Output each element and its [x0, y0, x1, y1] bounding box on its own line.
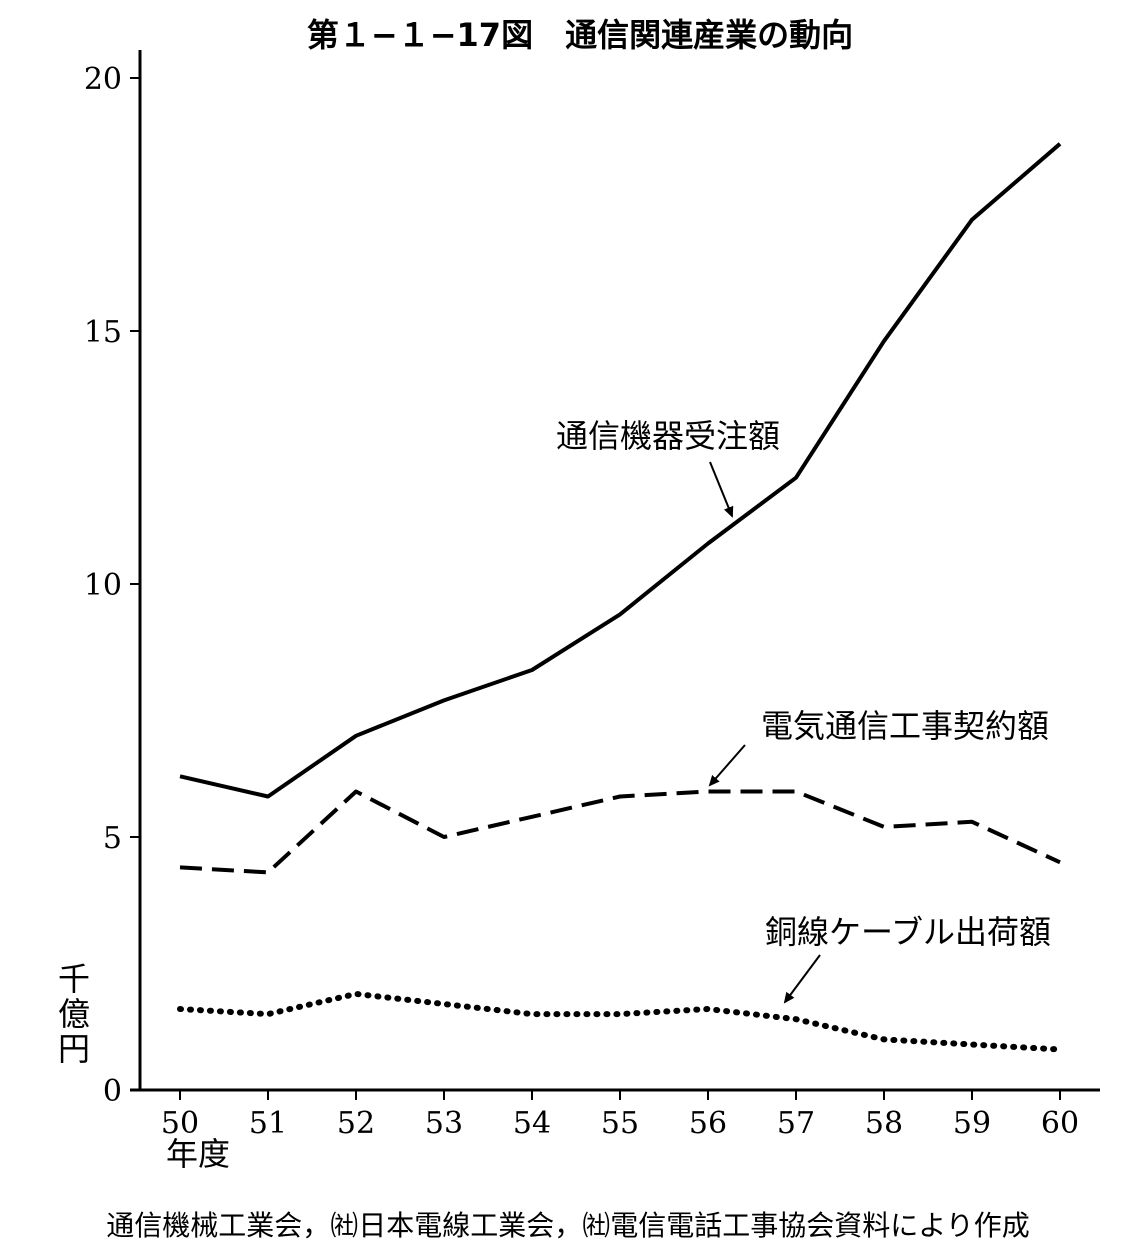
x-tick-label: 58 — [865, 1106, 903, 1141]
y-tick-label: 0 — [103, 1074, 122, 1109]
y-tick-label: 20 — [84, 62, 122, 97]
x-tick-label: 54 — [513, 1106, 551, 1141]
series-arrow-cable-shipments — [783, 954, 821, 1004]
x-tick-label: 60 — [1041, 1106, 1079, 1141]
y-axis-label: 千億円 — [58, 960, 90, 1068]
series-arrow-construction-contracts — [708, 744, 746, 787]
x-tick-label: 52 — [337, 1106, 375, 1141]
series-lines — [177, 142, 1063, 1053]
series-label-construction-contracts: 電気通信工事契約額 — [761, 707, 1049, 745]
x-tick-label: 59 — [953, 1106, 991, 1141]
y-ticks: 0 5 10 15 20 — [84, 62, 140, 1109]
series-arrow-equipment-orders — [709, 461, 734, 518]
series-line-construction-contracts — [179, 789, 1061, 875]
x-tick-label: 53 — [425, 1106, 463, 1141]
x-axis-label: 年度 — [166, 1135, 230, 1173]
y-axis-label-char: 円 — [58, 1030, 90, 1068]
y-tick-label: 5 — [103, 821, 122, 856]
x-ticks: 50 51 52 53 54 55 56 57 58 59 60 — [161, 1090, 1079, 1141]
x-tick-label: 51 — [249, 1106, 287, 1141]
x-tick-label: 56 — [689, 1106, 727, 1141]
series-line-equipment-orders — [179, 142, 1062, 799]
chart-title: 第１−１−17図 通信関連産業の動向 — [307, 16, 853, 54]
series-label-cable-shipments: 銅線ケーブル出荷額 — [765, 913, 1051, 951]
x-tick-label: 50 — [161, 1106, 199, 1141]
y-tick-label: 15 — [84, 315, 122, 350]
series-annotations: 通信機器受注額 電気通信工事契約額 銅線ケーブル出荷額 — [556, 417, 1051, 1004]
x-tick-label: 55 — [601, 1106, 639, 1141]
series-line-cable-shipments — [177, 990, 1063, 1053]
x-tick-label: 57 — [777, 1106, 815, 1141]
series-label-equipment-orders: 通信機器受注額 — [556, 417, 780, 455]
axes — [130, 50, 1100, 1092]
y-tick-label: 10 — [84, 568, 122, 603]
y-axis-label-char: 千 — [58, 960, 90, 998]
y-axis-label-char: 億 — [58, 995, 90, 1033]
source-note: 通信機械工業会，㈳日本電線工業会，㈳電信電話工事協会資料により作成 — [106, 1209, 1029, 1242]
